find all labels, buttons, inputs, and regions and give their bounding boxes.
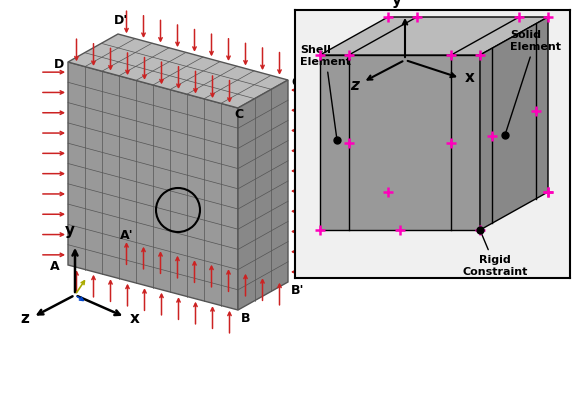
Text: D: D <box>54 58 64 71</box>
Text: y: y <box>392 0 402 8</box>
Text: A': A' <box>120 229 133 242</box>
Text: Rigid
Constraint: Rigid Constraint <box>462 232 528 277</box>
Text: y: y <box>65 223 75 238</box>
Polygon shape <box>238 80 288 310</box>
Text: z: z <box>350 78 359 93</box>
Text: B': B' <box>291 284 305 297</box>
Polygon shape <box>320 55 480 230</box>
Polygon shape <box>68 62 238 310</box>
Polygon shape <box>480 17 548 230</box>
Polygon shape <box>320 17 548 55</box>
Text: C: C <box>234 108 243 121</box>
Text: D': D' <box>114 14 128 27</box>
Text: A: A <box>50 260 60 273</box>
Text: Shell
Element: Shell Element <box>300 45 351 137</box>
Text: z: z <box>20 311 29 326</box>
Text: B: B <box>241 312 251 325</box>
Text: x: x <box>130 311 140 326</box>
Text: C': C' <box>291 76 304 89</box>
Text: Solid
Element: Solid Element <box>506 30 561 133</box>
Text: x: x <box>465 70 475 85</box>
Polygon shape <box>68 34 288 108</box>
